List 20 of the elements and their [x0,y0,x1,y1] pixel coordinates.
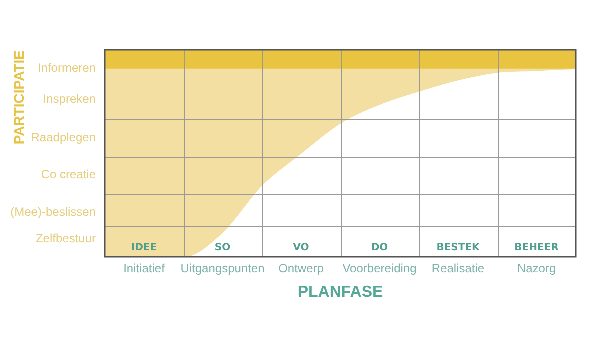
text: PARTICIPATIE [10,50,27,145]
x-tick-label: Uitgangspunten [180,262,265,276]
annotation: DO [371,242,388,254]
annotation: BESTEK [436,242,482,254]
text: (Mee)-beslissen [10,204,96,219]
annotation: IDEE [131,242,158,254]
annotation: VO [293,242,310,254]
text: Raadplegen [31,130,96,144]
x-tick-label: Realisatie [432,262,485,276]
text: Co creatie [41,168,96,182]
x-tick-label: Nazorg [517,262,556,276]
text: Inspreken [43,92,96,106]
x-axis-title: PLANFASE [298,284,384,301]
text: Zelfbestuur [36,232,96,246]
x-tick-label: Initiatief [124,262,166,276]
annotation: BEHEER [514,242,560,254]
annotation: SO [214,242,231,254]
text: Informeren [38,60,96,75]
x-tick-label: Ontwerp [278,262,324,276]
x-tick-label: Voorbereiding [342,262,417,276]
